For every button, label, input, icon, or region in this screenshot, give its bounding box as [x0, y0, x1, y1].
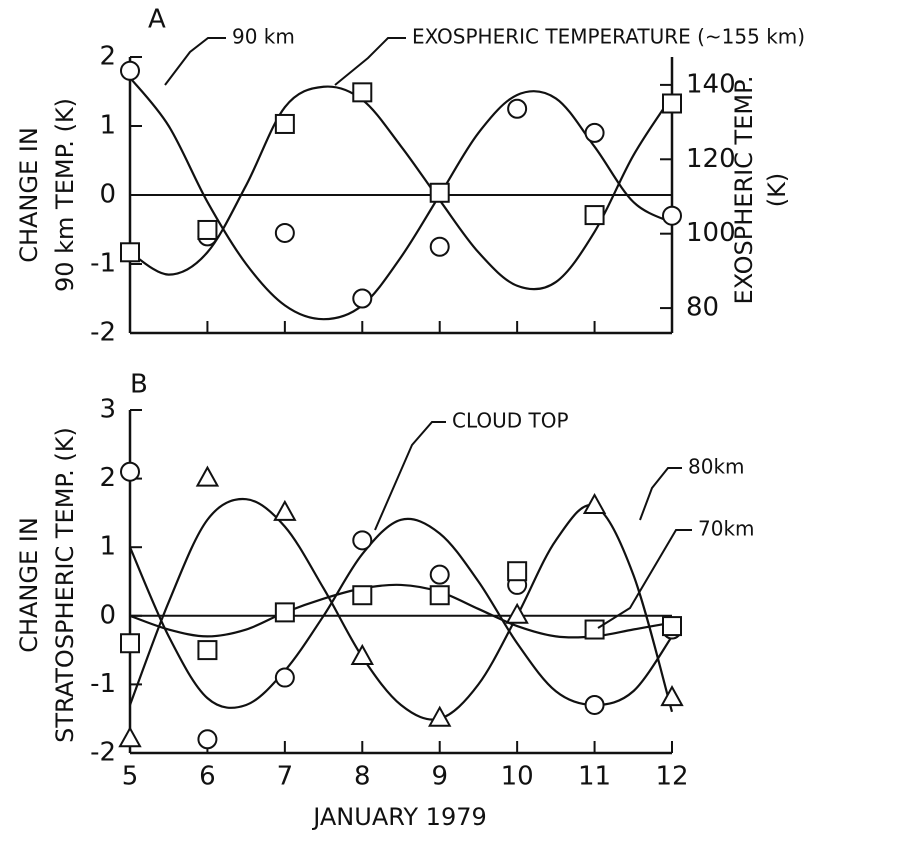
y-tick-label: 0	[99, 180, 116, 210]
y2-axis-label: (K)	[763, 173, 791, 207]
data-point	[350, 643, 374, 665]
annotation-leader	[164, 37, 226, 86]
x-tick-label: 5	[122, 762, 139, 792]
y2-tick-label: 140	[686, 69, 736, 99]
data-point	[429, 182, 450, 203]
panel-label: B	[130, 370, 148, 400]
data-point	[120, 60, 140, 81]
data-point	[274, 667, 295, 688]
series-label: 70km	[698, 517, 755, 541]
data-point	[584, 619, 605, 640]
annotation-leader	[334, 37, 406, 86]
data-point	[197, 640, 218, 661]
data-point	[584, 205, 605, 226]
y2-tick-label: 80	[686, 293, 719, 323]
data-point	[118, 726, 142, 748]
series-label: 90 km	[232, 25, 295, 49]
annotation-leader	[374, 421, 446, 531]
x-tick-label: 8	[354, 762, 371, 792]
data-point	[662, 616, 682, 637]
data-point	[352, 530, 373, 551]
y-axis-label: STRATOSPHERIC TEMP. (K)	[51, 427, 79, 743]
y-tick-label: -1	[90, 669, 116, 699]
data-point	[584, 694, 605, 715]
data-point	[505, 602, 529, 624]
x-axis-label: JANUARY 1979	[311, 803, 487, 831]
data-point	[197, 729, 218, 750]
data-point	[429, 585, 450, 606]
annotation-leader	[639, 467, 682, 521]
data-point	[352, 82, 373, 103]
data-point	[274, 113, 295, 134]
series-label: 80km	[688, 455, 745, 479]
y-tick-label: 2	[99, 463, 116, 493]
data-point	[197, 219, 218, 240]
x-tick-label: 11	[578, 762, 611, 792]
data-point	[273, 499, 297, 521]
x-tick-label: 9	[431, 762, 448, 792]
data-point	[582, 492, 607, 515]
data-point	[274, 602, 295, 623]
x-tick-label: 6	[199, 762, 216, 792]
fit-curve	[128, 517, 673, 709]
annotation-leader	[597, 529, 692, 629]
y-tick-label: -2	[90, 318, 116, 348]
data-point	[662, 93, 682, 114]
fit-curve	[129, 85, 673, 291]
data-point	[428, 705, 452, 727]
data-point	[429, 236, 450, 257]
data-point	[584, 122, 605, 143]
y-tick-label: 3	[99, 395, 116, 425]
panel-label: A	[148, 5, 166, 35]
x-tick-label: 7	[277, 762, 294, 792]
x-tick-label: 10	[501, 762, 534, 792]
data-point	[120, 461, 140, 482]
data-point	[507, 561, 528, 582]
data-point	[429, 564, 450, 585]
data-point	[507, 98, 528, 119]
fit-curve	[129, 583, 673, 639]
data-point	[195, 465, 220, 487]
data-point	[352, 585, 373, 606]
y-tick-label: -2	[90, 738, 116, 768]
series-label: CLOUD TOP	[452, 409, 569, 433]
fit-curve	[129, 77, 673, 321]
y-tick-label: 1	[99, 532, 116, 562]
y-axis-label: CHANGE IN	[15, 517, 43, 653]
y2-axis-label: EXOSPHERIC TEMP.	[730, 76, 758, 305]
y2-tick-label: 100	[686, 218, 736, 248]
data-point	[120, 633, 140, 654]
data-point	[660, 685, 684, 707]
y-tick-label: -1	[90, 249, 116, 279]
y-axis-label: CHANGE IN	[15, 127, 43, 263]
y2-tick-label: 120	[686, 144, 736, 174]
data-point	[662, 205, 682, 226]
y-tick-label: 0	[99, 600, 116, 630]
x-tick-label: 12	[655, 762, 688, 792]
data-point	[274, 222, 295, 243]
data-point	[120, 242, 140, 263]
data-point	[352, 288, 373, 309]
y-tick-label: 1	[99, 111, 116, 141]
y-axis-label: 90 km TEMP. (K)	[51, 98, 79, 292]
y-tick-label: 2	[99, 42, 116, 72]
series-label: EXOSPHERIC TEMPERATURE (~155 km)	[412, 25, 805, 49]
